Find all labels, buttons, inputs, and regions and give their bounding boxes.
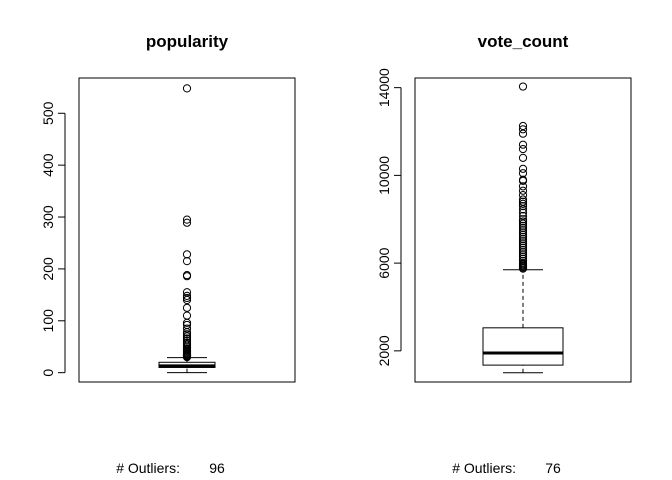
outlier-point — [182, 328, 192, 337]
outlier-point — [518, 199, 528, 208]
outlier-point — [518, 205, 528, 214]
outliers-count: 96 — [209, 460, 225, 476]
outlier-point — [182, 311, 192, 320]
outlier-point — [518, 232, 528, 241]
plot-frame — [78, 77, 296, 383]
y-tick-label: 300 — [40, 205, 56, 229]
outlier-point — [518, 248, 528, 257]
y-tick-label: 400 — [40, 153, 56, 177]
y-tick-label: 500 — [40, 101, 56, 125]
y-tick-label: 0 — [40, 369, 56, 377]
outlier-point — [518, 250, 528, 259]
outlier-point — [518, 182, 528, 191]
outlier-point — [518, 140, 528, 149]
outlier-point — [518, 226, 528, 235]
chart-title: vote_count — [478, 32, 569, 51]
outlier-point — [518, 176, 528, 185]
outlier-point — [518, 164, 528, 173]
outlier-point — [518, 237, 528, 246]
y-tick-label: 6000 — [376, 247, 392, 278]
outlier-point — [518, 239, 528, 248]
outlier-point — [182, 84, 192, 93]
outlier-point — [182, 218, 192, 227]
iqr-box — [482, 327, 564, 366]
outlier-point — [518, 191, 528, 200]
outlier-point — [518, 219, 528, 228]
outlier-point — [518, 223, 528, 233]
outlier-point — [518, 230, 528, 239]
outlier-point — [518, 243, 528, 252]
outlier-point — [182, 303, 192, 312]
outlier-point — [518, 153, 528, 162]
outlier-point — [182, 318, 192, 327]
y-tick-label: 200 — [40, 257, 56, 281]
outlier-point — [518, 129, 528, 138]
outlier-point — [518, 144, 528, 154]
outlier-point — [182, 215, 192, 224]
outlier-point — [518, 195, 528, 204]
popularity-panel: popularity # Outliers: 96 0 100 200 300 400 5… — [40, 32, 296, 476]
outlier-point — [518, 215, 528, 224]
outliers-count: 76 — [545, 460, 561, 476]
outliers-label: # Outliers: — [452, 460, 516, 476]
chart-title: popularity — [146, 32, 229, 51]
outlier-point — [182, 272, 192, 281]
plot-frame — [414, 77, 632, 383]
outlier-point — [182, 291, 192, 300]
outlier-point — [182, 293, 192, 303]
vote-count-panel: vote_count # Outliers: 76 2000 6000 10000 1… — [376, 32, 632, 476]
y-tick-label: 10000 — [376, 156, 392, 195]
y-tick-label: 2000 — [376, 335, 392, 366]
outlier-point — [518, 208, 528, 217]
outlier-point — [518, 82, 528, 91]
outlier-point — [518, 186, 528, 195]
outlier-point — [518, 234, 528, 244]
outliers-label: # Outliers: — [116, 460, 180, 476]
outlier-point — [518, 217, 528, 226]
outlier-point — [182, 257, 192, 266]
outlier-point — [182, 332, 192, 341]
y-tick-label: 14000 — [376, 68, 392, 107]
outlier-point — [518, 228, 528, 237]
outlier-point — [518, 221, 528, 230]
outlier-point — [182, 330, 192, 339]
outlier-point — [518, 201, 528, 211]
outlier-point — [518, 241, 528, 250]
outlier-point — [182, 288, 192, 297]
outlier-point — [518, 264, 528, 273]
outlier-point — [518, 245, 528, 255]
outlier-point — [182, 295, 192, 305]
outlier-point — [518, 125, 528, 134]
outlier-point — [182, 352, 192, 362]
outlier-point — [182, 324, 192, 333]
y-tick-label: 100 — [40, 309, 56, 333]
outlier-point — [182, 250, 192, 259]
